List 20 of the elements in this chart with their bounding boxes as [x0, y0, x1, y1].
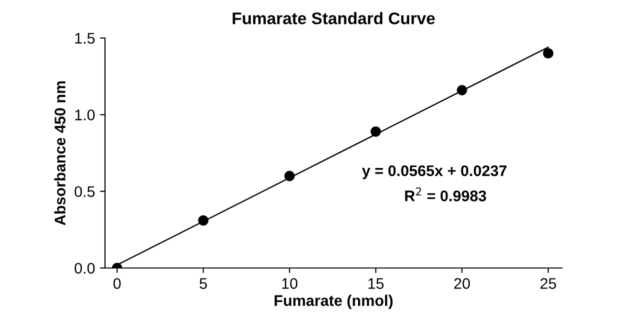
x-tick-label: 0: [113, 278, 121, 289]
x-tick-label: 5: [200, 278, 207, 289]
y-tick-label: 0.5: [74, 186, 95, 198]
y-tick-label: 1.0: [75, 110, 95, 120]
x-axis-title: Fumarate (nmol): [274, 294, 393, 309]
chart-title: Fumarate Standard Curve: [232, 12, 435, 24]
point: [284, 170, 295, 182]
x-tick-label: 20: [454, 278, 470, 289]
x-tick-label: 25: [540, 278, 556, 289]
point: [456, 84, 468, 96]
annotation: y = 0.0565x + 0.0237: [362, 165, 506, 180]
annotation: R$^{2}$ = 0.9983: [405, 187, 486, 202]
y-tick-label: 0.0: [74, 262, 95, 274]
y-tick-label: 1.5: [75, 33, 95, 44]
x-tick-label: 10: [282, 278, 298, 289]
x-tick-label: 15: [368, 278, 384, 289]
y-axis-title: Absorbance 450 nm: [54, 81, 66, 226]
point: [370, 126, 381, 137]
point: [543, 48, 554, 59]
point: [198, 215, 208, 226]
